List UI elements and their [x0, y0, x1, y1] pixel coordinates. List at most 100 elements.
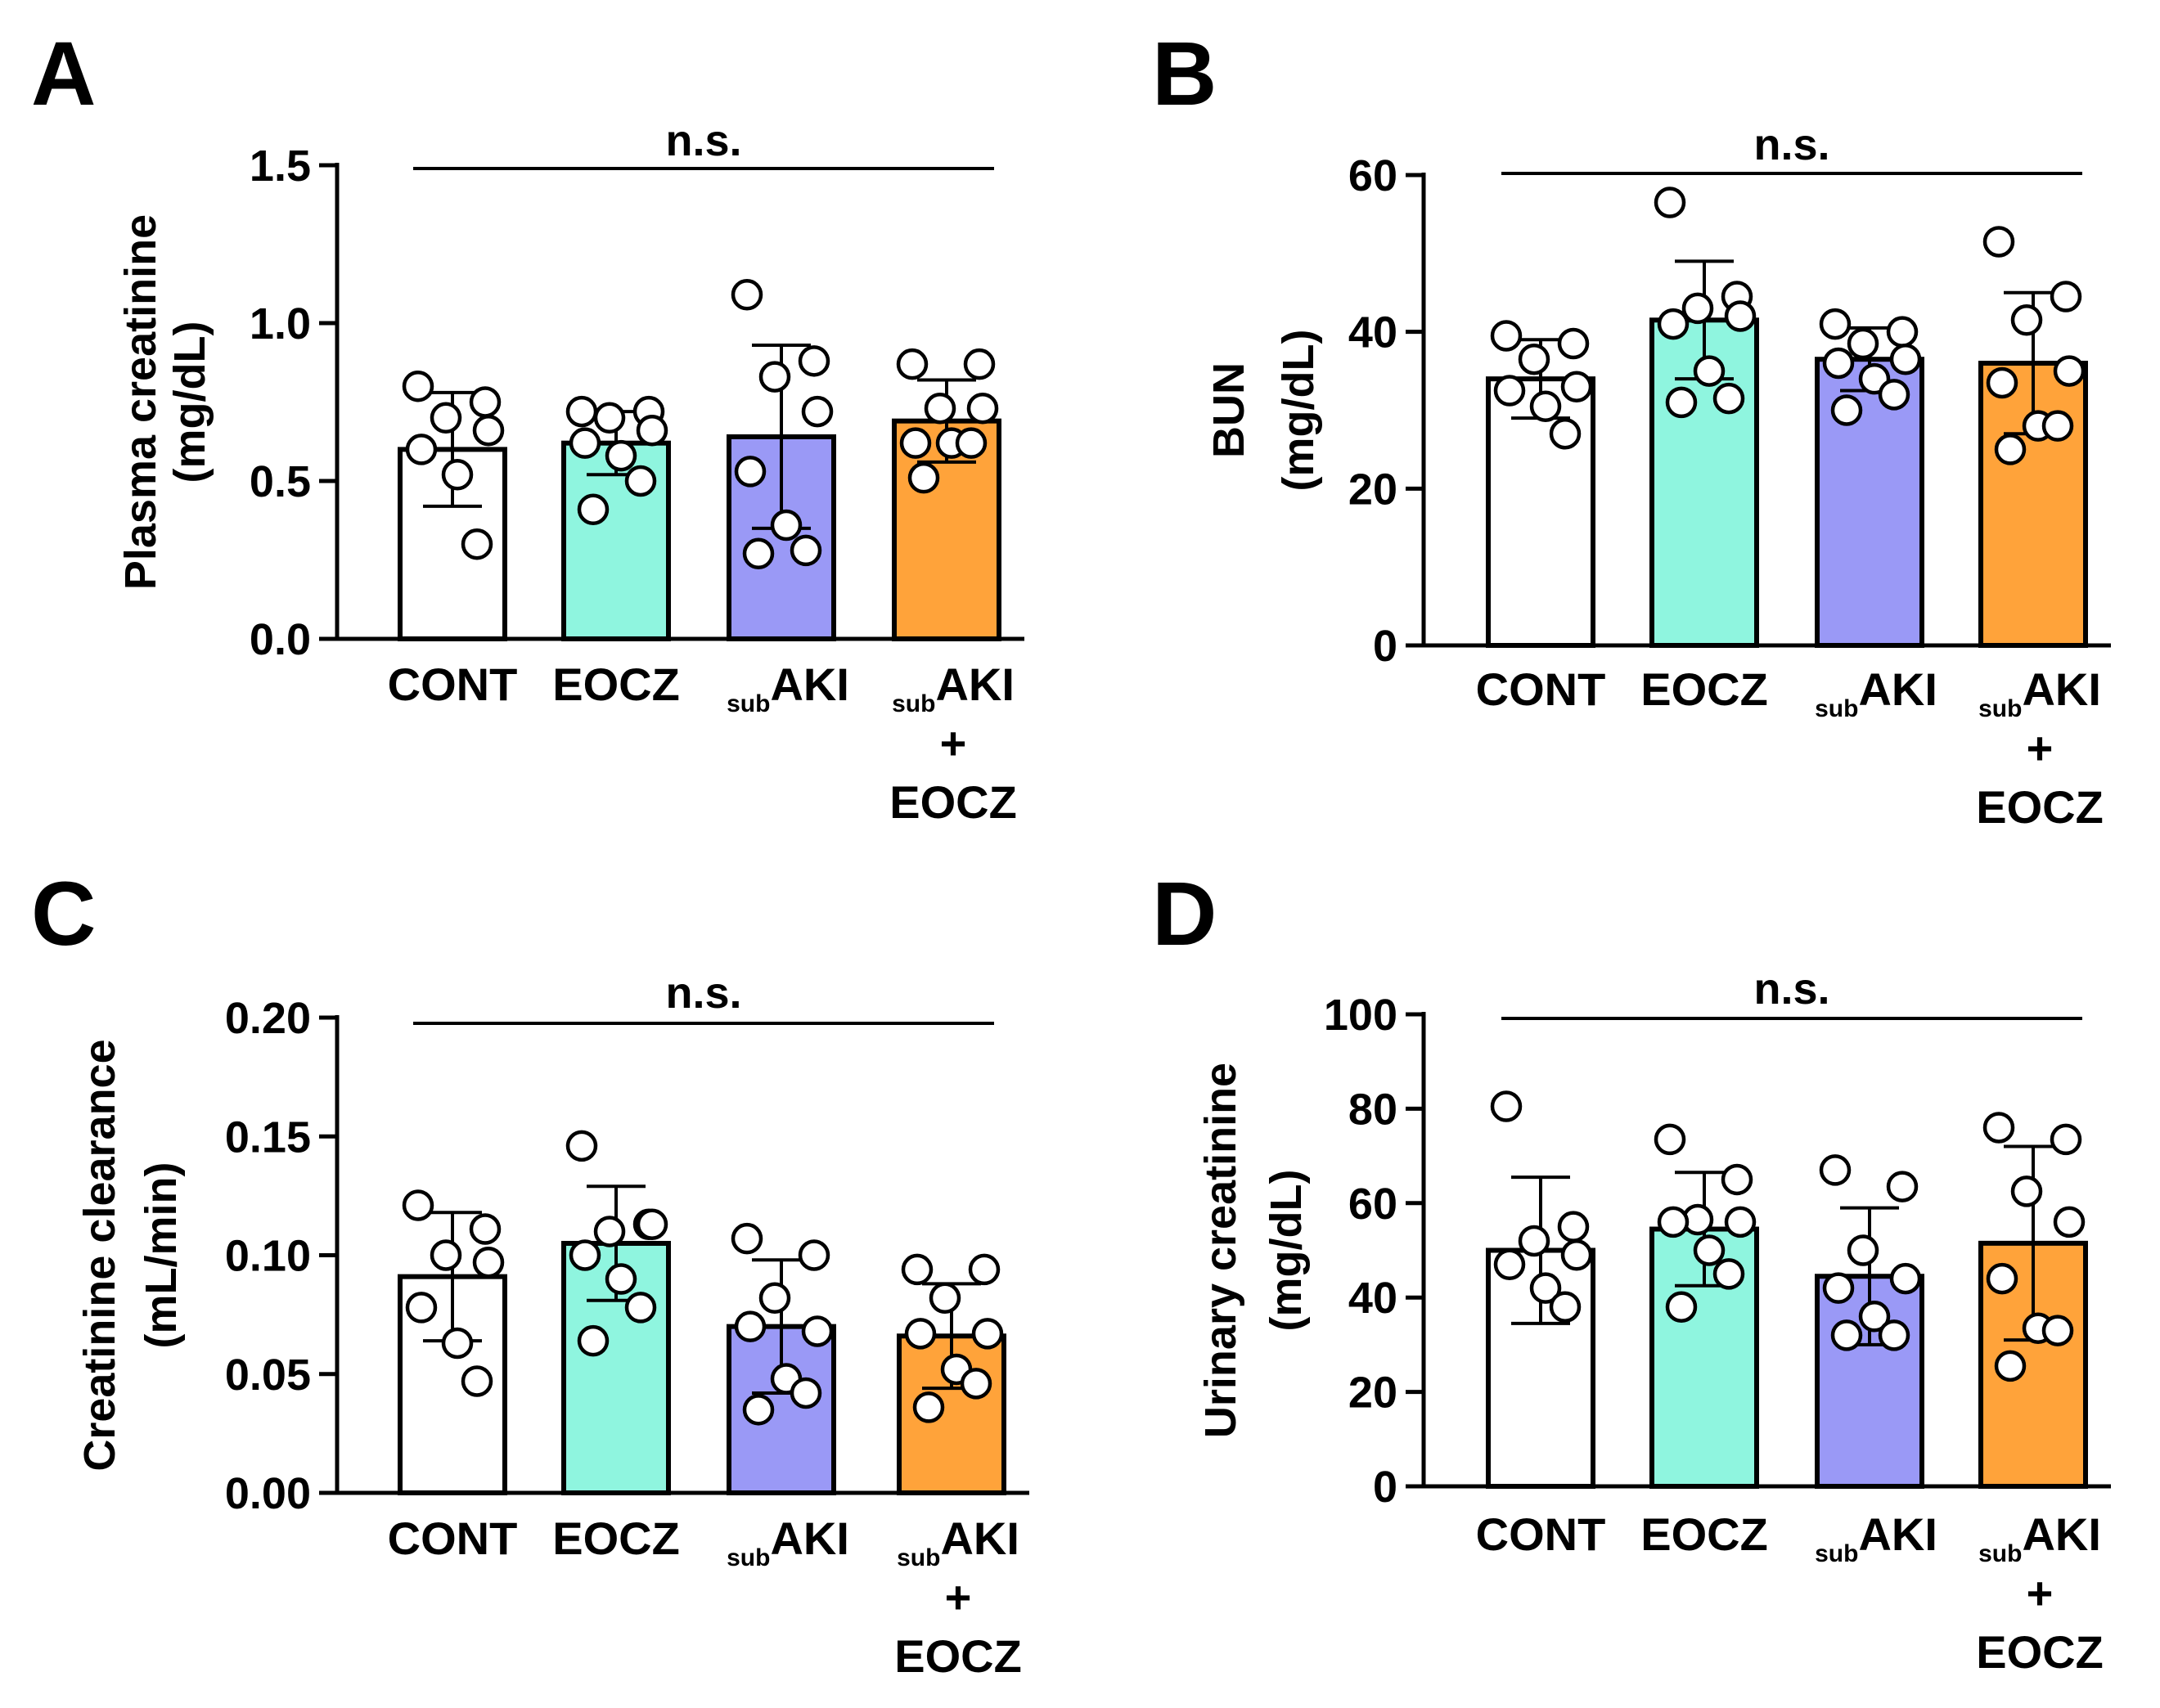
data-point [1549, 418, 1582, 450]
data-point [1712, 382, 1745, 415]
y-tick-label: 0.20 [225, 994, 311, 1043]
data-point [955, 427, 988, 459]
y-axis-label-unit: (mL/min) [137, 1162, 186, 1349]
data-point [605, 1263, 637, 1295]
data-point [1819, 1154, 1852, 1186]
data-point [569, 427, 601, 459]
x-tick-label-line: EOCZ [894, 1630, 1022, 1682]
significance-label: n.s. [665, 969, 741, 1018]
data-point [577, 1324, 610, 1357]
x-tick-label-line: EOCZ [889, 776, 1017, 828]
data-point [1889, 1262, 1922, 1295]
data-point [1982, 1112, 2015, 1144]
data-point [790, 1377, 822, 1409]
y-axis-label: Plasma creatinine [116, 214, 165, 590]
x-tick-label: EOCZ [1640, 663, 1768, 715]
data-point [1654, 187, 1686, 218]
x-tick-label: CONT [388, 658, 518, 710]
significance-label: n.s. [665, 116, 741, 165]
panel-letter: B [1152, 24, 1217, 124]
significance-label: n.s. [1753, 120, 1829, 169]
data-point [1549, 1291, 1582, 1323]
data-point [430, 1239, 462, 1271]
data-point [2010, 304, 2043, 336]
data-point [624, 1292, 657, 1324]
data-point [1830, 394, 1863, 426]
data-point [731, 279, 763, 311]
x-tick-label-line: EOCZ [1976, 1626, 2104, 1678]
y-tick-label: 60 [1348, 1180, 1397, 1229]
data-point [801, 1315, 834, 1347]
y-tick-label: 0.00 [225, 1469, 311, 1518]
data-point [1822, 1272, 1855, 1304]
data-point [1518, 343, 1550, 375]
data-point [1986, 366, 2018, 399]
y-tick-label: 40 [1348, 1274, 1397, 1323]
data-point [469, 386, 502, 418]
data-point [742, 537, 775, 570]
data-point [1657, 308, 1690, 340]
data-point [1712, 1258, 1745, 1290]
y-tick-label: 0.5 [250, 457, 311, 506]
data-point [1878, 1319, 1910, 1351]
data-point [405, 1292, 438, 1324]
data-point [1822, 347, 1855, 380]
data-point [2053, 1206, 2086, 1238]
data-point [605, 439, 637, 472]
x-tick-label: subAKI [1978, 663, 2101, 722]
data-point [1560, 371, 1593, 402]
data-point [1560, 1239, 1593, 1271]
significance-label: n.s. [1753, 964, 1829, 1014]
data-point [1878, 379, 1910, 411]
data-point [758, 1282, 791, 1315]
y-axis-label-unit: (mg/dL) [1274, 330, 1323, 492]
x-tick-label: subAKI [1815, 1508, 1937, 1567]
data-point [1657, 1206, 1690, 1238]
data-point [801, 395, 834, 428]
data-point [912, 1391, 945, 1423]
data-point [907, 461, 940, 494]
data-point [469, 1213, 502, 1245]
y-tick-label: 40 [1348, 308, 1397, 357]
data-point [1490, 1090, 1523, 1122]
data-point [1557, 327, 1590, 360]
data-point [1982, 226, 2015, 258]
data-point [734, 456, 767, 488]
y-tick-label: 0.05 [225, 1351, 311, 1400]
data-point [742, 1394, 775, 1426]
panel-letter: A [31, 24, 96, 124]
x-tick-label-line: + [940, 717, 967, 769]
x-tick-label-line: + [2027, 1567, 2054, 1619]
y-axis-label: Creatinine clearance [75, 1039, 124, 1471]
data-point [472, 1246, 505, 1279]
x-tick-label-line: EOCZ [1976, 781, 2104, 833]
data-point [430, 402, 462, 434]
data-point [1994, 1350, 2027, 1382]
data-point [1847, 1234, 1879, 1266]
data-point [405, 434, 438, 465]
y-axis-label: Urinary creatinine [1196, 1063, 1245, 1438]
data-point [2050, 1123, 2082, 1156]
data-point [1986, 1262, 2018, 1295]
data-point [1847, 327, 1879, 360]
y-tick-label: 0 [1373, 1463, 1397, 1512]
y-tick-label: 60 [1348, 151, 1397, 200]
data-point [2053, 355, 2086, 387]
panel-letter: D [1152, 864, 1217, 964]
data-point [1529, 1272, 1562, 1304]
y-tick-label: 20 [1348, 465, 1397, 514]
data-point [1681, 292, 1714, 325]
data-point [963, 348, 996, 380]
data-point [441, 1327, 474, 1360]
y-axis-label-unit: (mg/dL) [1262, 1170, 1311, 1332]
y-tick-label: 0.0 [250, 615, 311, 664]
data-point [402, 370, 434, 402]
x-tick-label-line: + [945, 1571, 972, 1623]
data-point [790, 534, 822, 567]
x-tick-label: subAKI [897, 1512, 1019, 1571]
data-point [1830, 1319, 1863, 1351]
data-point [636, 1208, 668, 1240]
data-point [1654, 1123, 1686, 1156]
data-point [960, 1368, 992, 1400]
